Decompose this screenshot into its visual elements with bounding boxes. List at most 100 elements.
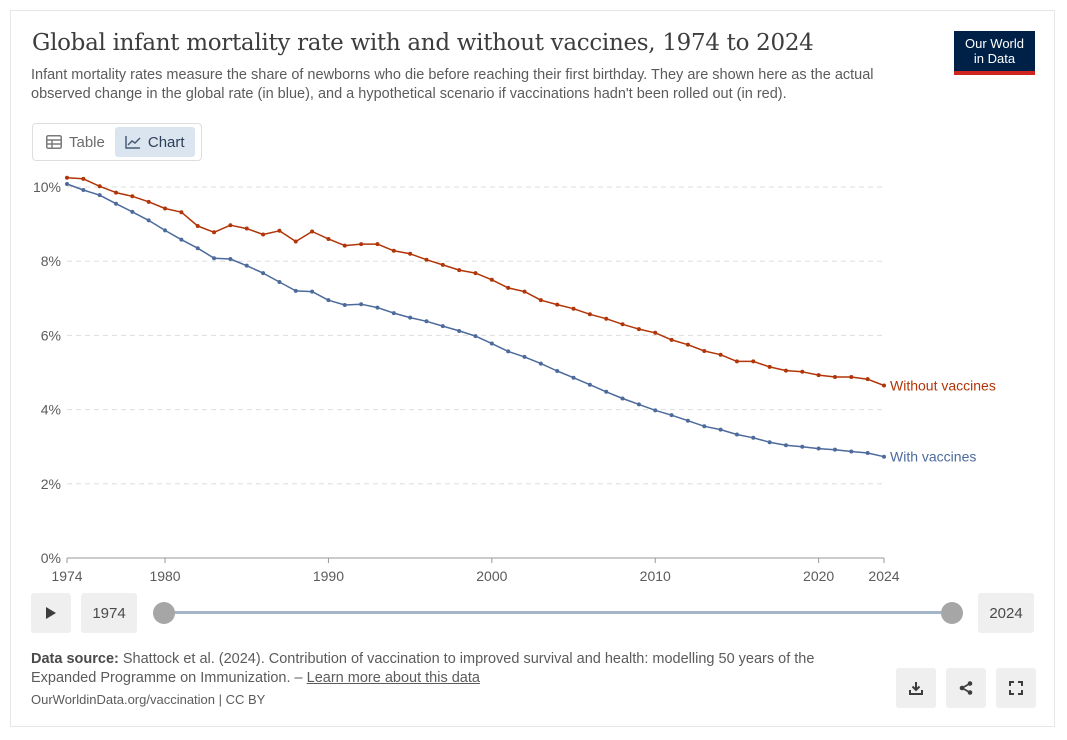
data-point bbox=[277, 279, 282, 284]
data-point bbox=[163, 228, 168, 233]
timeline-start-year[interactable]: 1974 bbox=[81, 593, 137, 633]
data-point bbox=[277, 228, 282, 233]
data-point bbox=[506, 285, 511, 290]
data-point bbox=[212, 256, 217, 261]
table-icon bbox=[46, 135, 62, 149]
data-point bbox=[702, 348, 707, 353]
data-point bbox=[310, 229, 315, 234]
license-text: OurWorldinData.org/vaccination | CC BY bbox=[31, 692, 266, 707]
data-point bbox=[163, 206, 168, 211]
data-point bbox=[457, 268, 462, 273]
data-point bbox=[81, 176, 86, 181]
data-point bbox=[783, 443, 788, 448]
data-point bbox=[114, 190, 119, 195]
data-point bbox=[865, 377, 870, 382]
data-point bbox=[228, 223, 233, 228]
download-button[interactable] bbox=[896, 668, 936, 708]
data-source: Data source: Shattock et al. (2024). Con… bbox=[31, 650, 871, 688]
data-point bbox=[408, 251, 413, 256]
data-point bbox=[587, 382, 592, 387]
timeline-start-handle[interactable] bbox=[153, 602, 175, 624]
data-point bbox=[849, 374, 854, 379]
axes: 0% 2% 4% 6% 8% 10% 1974 1980 1990 2000 2010 2020 202… bbox=[33, 179, 900, 584]
series-lines bbox=[65, 175, 886, 459]
data-point bbox=[212, 230, 217, 235]
tab-table[interactable]: Table bbox=[36, 127, 115, 157]
series-line-without-vaccines bbox=[66, 176, 885, 387]
share-icon bbox=[959, 681, 973, 695]
data-point bbox=[800, 444, 805, 449]
data-point bbox=[261, 232, 266, 237]
data-point bbox=[767, 364, 772, 369]
data-point bbox=[424, 319, 429, 324]
data-point bbox=[653, 330, 658, 335]
data-point bbox=[555, 369, 560, 374]
data-point bbox=[326, 298, 331, 303]
data-point bbox=[506, 349, 511, 354]
data-point bbox=[424, 257, 429, 262]
share-button[interactable] bbox=[946, 668, 986, 708]
timeline-end-year[interactable]: 2024 bbox=[978, 593, 1034, 633]
data-point bbox=[97, 193, 102, 198]
x-tick-label: 2000 bbox=[476, 568, 507, 584]
timeline-track[interactable] bbox=[164, 611, 953, 614]
data-point bbox=[571, 306, 576, 311]
data-point bbox=[179, 210, 184, 215]
data-point bbox=[489, 341, 494, 346]
data-point bbox=[375, 242, 380, 247]
logo-line-2: in Data bbox=[973, 51, 1016, 66]
play-button[interactable] bbox=[31, 593, 71, 633]
play-icon bbox=[46, 607, 56, 619]
data-point bbox=[130, 194, 135, 199]
data-point bbox=[293, 239, 298, 244]
fullscreen-button[interactable] bbox=[996, 668, 1036, 708]
data-point bbox=[832, 447, 837, 452]
data-point bbox=[489, 277, 494, 282]
data-point bbox=[816, 446, 821, 451]
learn-more-link[interactable]: Learn more about this data bbox=[306, 670, 480, 686]
data-point bbox=[816, 373, 821, 378]
series-line-with-vaccines bbox=[66, 183, 885, 458]
data-point bbox=[783, 368, 788, 373]
y-tick-label: 8% bbox=[41, 253, 61, 269]
y-tick-label: 2% bbox=[41, 476, 61, 492]
data-point bbox=[408, 315, 413, 320]
data-point bbox=[440, 262, 445, 267]
data-point bbox=[114, 201, 119, 206]
data-point bbox=[391, 248, 396, 253]
data-point bbox=[130, 209, 135, 214]
data-point bbox=[342, 243, 347, 248]
tab-chart[interactable]: Chart bbox=[114, 127, 195, 157]
timeline-end-handle[interactable] bbox=[941, 602, 963, 624]
data-point bbox=[882, 454, 886, 459]
x-tick-label: 2010 bbox=[640, 568, 671, 584]
data-point bbox=[81, 187, 86, 192]
data-point bbox=[669, 413, 674, 418]
data-point bbox=[636, 327, 641, 332]
series-label: With vaccines bbox=[890, 449, 976, 465]
data-point bbox=[310, 289, 315, 294]
data-point bbox=[604, 389, 609, 394]
data-point bbox=[195, 223, 200, 228]
tab-table-label: Table bbox=[69, 133, 105, 151]
action-buttons bbox=[896, 668, 1036, 708]
series-labels: Without vaccines With vaccines bbox=[890, 377, 996, 464]
data-point bbox=[391, 311, 396, 316]
y-tick-label: 4% bbox=[41, 402, 61, 418]
x-tick-label: 1980 bbox=[149, 568, 180, 584]
our-world-in-data-logo[interactable]: Our World in Data bbox=[954, 31, 1035, 75]
view-tabs: Table Chart bbox=[32, 123, 202, 161]
data-point bbox=[179, 237, 184, 242]
data-point bbox=[751, 435, 756, 440]
data-point bbox=[342, 302, 347, 307]
data-point bbox=[587, 312, 592, 317]
data-point bbox=[685, 342, 690, 347]
data-point bbox=[326, 236, 331, 241]
data-point bbox=[849, 449, 854, 454]
data-point bbox=[653, 408, 658, 413]
data-point bbox=[359, 242, 364, 247]
data-point bbox=[865, 451, 870, 456]
chart-frame bbox=[10, 10, 1055, 727]
data-point bbox=[146, 218, 151, 223]
y-tick-label: 0% bbox=[41, 550, 61, 566]
